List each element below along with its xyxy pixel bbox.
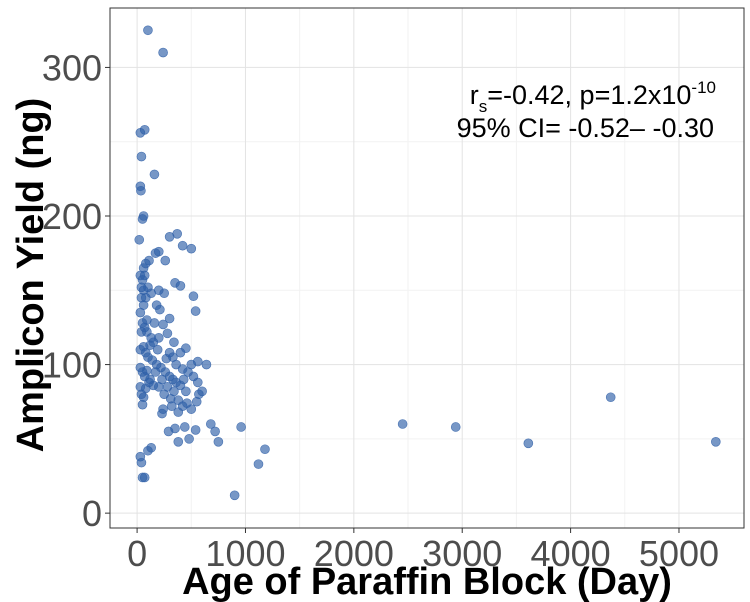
data-point [136, 151, 147, 162]
data-point [236, 422, 246, 432]
data-point [173, 407, 184, 417]
data-point [523, 438, 534, 449]
correlation-annotation-line1: rs=-0.42, p=1.2x10-10 [470, 78, 716, 116]
data-point [177, 240, 188, 251]
x-tick-label: 3000 [422, 533, 502, 574]
data-point [135, 382, 146, 392]
y-tick-label: 100 [42, 345, 102, 386]
data-point [164, 347, 175, 358]
data-point [173, 437, 184, 447]
data-point [190, 425, 201, 435]
x-tick-label: 0 [127, 533, 147, 574]
data-point [158, 319, 168, 330]
data-point [134, 234, 145, 245]
data-point [181, 386, 191, 397]
data-point [136, 185, 146, 196]
data-point [450, 422, 461, 432]
data-point [194, 389, 204, 400]
data-point [142, 365, 152, 376]
y-tick-label: 300 [42, 47, 102, 88]
data-point [172, 229, 182, 239]
x-tick-label: 5000 [639, 533, 719, 574]
y-tick-label: 0 [82, 493, 102, 534]
y-axis-title: Amplicon Yield (ng) [10, 98, 52, 453]
data-point [260, 444, 270, 455]
data-point [160, 255, 171, 266]
data-point [164, 313, 175, 324]
data-point [146, 442, 156, 453]
data-point [158, 47, 168, 58]
data-point [169, 386, 179, 397]
data-point [163, 426, 174, 437]
data-point [159, 288, 169, 299]
data-point [150, 248, 161, 258]
data-point [253, 459, 264, 469]
p-exponent: -10 [691, 78, 716, 97]
data-point [136, 457, 147, 468]
data-point [175, 281, 186, 291]
data-point [205, 419, 216, 429]
x-tick-label: 1000 [205, 533, 285, 574]
data-point [149, 318, 160, 328]
data-point [605, 392, 616, 403]
data-point [711, 437, 721, 447]
data-point [201, 359, 212, 370]
tick-layer: 0 1000 2000 3000 4000 5000 0 100 200 300 [42, 47, 719, 574]
data-point [213, 437, 224, 447]
data-point [181, 343, 191, 354]
data-point [150, 367, 161, 377]
data-point [397, 419, 408, 429]
data-point [139, 472, 150, 483]
data-point [192, 377, 203, 388]
data-point [162, 328, 173, 339]
points-layer [134, 25, 721, 501]
x-tick-label: 2000 [314, 533, 394, 574]
data-point [166, 401, 177, 411]
data-point [184, 434, 194, 444]
data-point [153, 382, 164, 392]
data-point [229, 490, 240, 501]
data-point [169, 337, 179, 348]
data-point [146, 333, 156, 343]
data-point [192, 356, 203, 367]
data-point [179, 422, 190, 432]
data-point [186, 404, 197, 414]
data-point [144, 377, 154, 388]
data-point [137, 399, 148, 410]
plot-frame [109, 7, 745, 529]
data-point [149, 169, 160, 180]
data-point [157, 408, 167, 419]
r-value-text: =-0.42, p=1.2x10 [487, 80, 691, 110]
data-point [139, 125, 150, 135]
data-point [135, 307, 146, 318]
data-point [190, 306, 201, 316]
data-point [178, 374, 189, 385]
data-point [152, 344, 163, 355]
data-point [186, 243, 197, 254]
data-point [137, 214, 148, 224]
r-symbol: r [470, 80, 479, 110]
data-point [143, 25, 153, 36]
data-point [188, 291, 199, 302]
data-point [177, 364, 188, 374]
x-tick-label: 4000 [531, 533, 611, 574]
r-subscript: s [479, 97, 488, 116]
data-point [155, 304, 165, 315]
y-tick-label: 200 [42, 196, 102, 237]
correlation-annotation-line2: 95% CI= -0.52– -0.30 [457, 113, 714, 143]
data-point [210, 426, 220, 437]
x-axis-title: Age of Paraffin Block (Day) [182, 561, 672, 602]
data-point [138, 285, 149, 296]
